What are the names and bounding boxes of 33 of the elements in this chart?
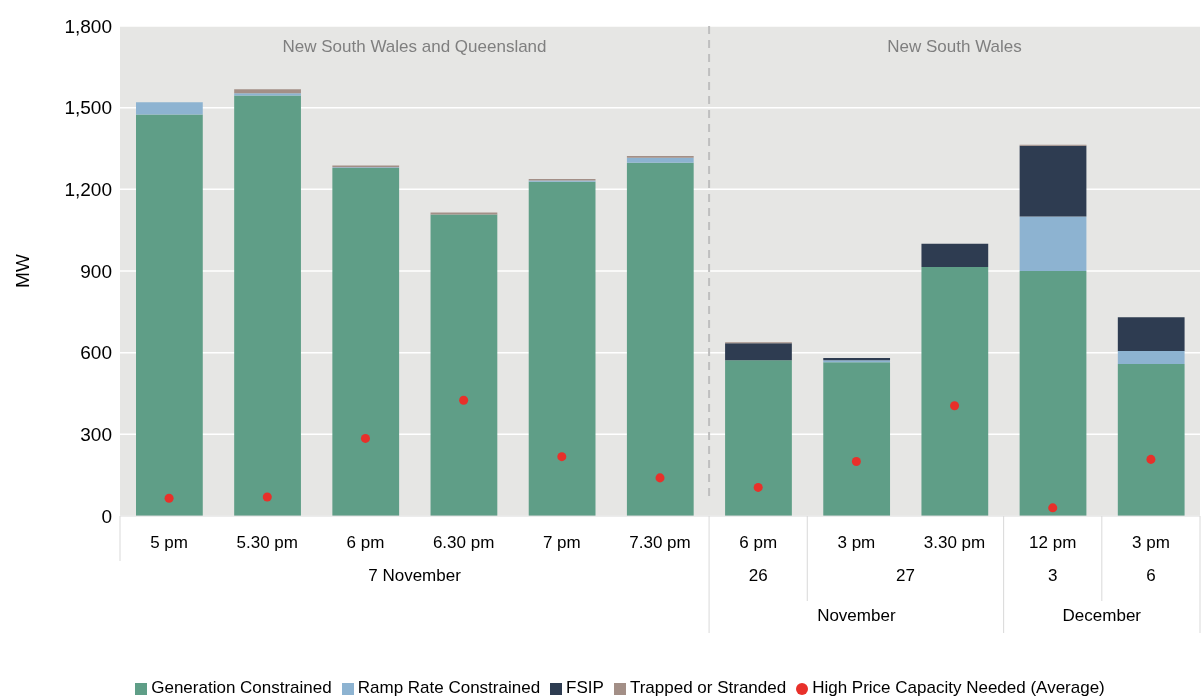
x-tick-label: 3.30 pm <box>923 533 986 553</box>
x-tick-label: 5.30 pm <box>236 533 298 553</box>
x-tick-label: 3 pm <box>1132 533 1170 553</box>
x-tick-label: 6 pm <box>739 533 778 553</box>
legend-label: Generation Constrained <box>151 678 332 697</box>
annotation: New South Wales <box>887 37 1022 56</box>
x-tick-label: 3 pm <box>837 533 876 553</box>
x-tick-label: 6 pm <box>346 533 385 553</box>
y-tick-label: 900 <box>80 260 112 282</box>
y-axis-title: MW <box>11 254 33 288</box>
y-tick-label: 1,200 <box>64 179 112 201</box>
y-tick-label: 1,500 <box>64 97 112 119</box>
legend-label: Ramp Rate Constrained <box>357 678 541 697</box>
y-tick-label: 0 <box>101 505 112 527</box>
legend-label: Trapped or Stranded <box>629 678 787 697</box>
text: December <box>1062 606 1142 625</box>
y-tick-label: 1,800 <box>64 15 112 37</box>
legend-label: High Price Capacity Needed (Average) <box>812 678 1105 697</box>
x-tick-label: 7 pm <box>542 533 581 553</box>
text: 27 <box>895 566 915 585</box>
text: 26 <box>748 566 768 585</box>
text: 6 <box>1146 566 1156 585</box>
x-tick-label: 5 pm <box>150 533 188 553</box>
legend-label: FSIP <box>566 678 604 697</box>
y-tick-label: 300 <box>80 424 112 446</box>
x-tick-label: 12 pm <box>1029 533 1077 553</box>
x-tick-label: 7.30 pm <box>629 533 691 553</box>
y-tick-label: 600 <box>80 342 112 364</box>
text: November <box>817 606 896 625</box>
x-tick-label: 6.30 pm <box>432 533 495 553</box>
text: 7 November <box>368 566 462 585</box>
annotation: New South Wales and Queensland <box>282 37 547 56</box>
text: 3 <box>1047 566 1058 585</box>
